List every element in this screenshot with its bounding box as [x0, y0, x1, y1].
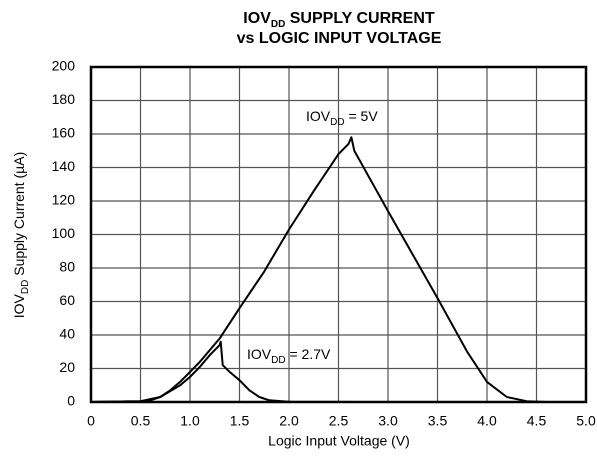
x-axis-label: Logic Input Voltage (V)	[268, 433, 410, 449]
y-tick-label: 180	[52, 91, 76, 107]
y-axis-label-part: IOV	[11, 293, 27, 318]
y-tick-label: 160	[52, 125, 76, 141]
y-tick-label: 80	[59, 259, 75, 275]
annotation-part: IOV	[247, 346, 272, 362]
y-tick-label: 40	[59, 326, 75, 342]
data-line	[90, 340, 359, 403]
x-tick-label: 0.5	[131, 413, 151, 429]
y-axis-label-part: DD	[20, 280, 31, 294]
annotation: IOVDD = 5V	[306, 108, 378, 128]
y-tick-label: 140	[52, 158, 76, 174]
data-line	[90, 136, 586, 403]
x-tick-label: 1.5	[230, 413, 250, 429]
chart-title-part: IOV	[243, 10, 271, 27]
chart-title: IOVDD SUPPLY CURRENT	[243, 10, 435, 30]
chart-title-part: DD	[271, 19, 285, 30]
x-tick-label: 2.0	[279, 413, 299, 429]
x-tick-label: 0	[87, 413, 95, 429]
y-tick-label: 100	[52, 225, 76, 241]
y-tick-label: 0	[67, 393, 75, 409]
x-tick-label: 5.0	[576, 413, 596, 429]
chart-subtitle: vs LOGIC INPUT VOLTAGE	[237, 30, 442, 47]
y-axis-label-part: Supply Current (µA)	[11, 152, 27, 280]
annotation-part: = 5V	[345, 108, 379, 124]
y-axis-label: IOVDD Supply Current (µA)	[11, 152, 31, 318]
y-tick-label: 200	[52, 58, 76, 74]
y-tick-label: 20	[59, 359, 75, 375]
y-tick-label: 60	[59, 292, 75, 308]
annotation: IOVDD = 2.7V	[247, 346, 331, 366]
x-tick-label: 3.0	[378, 413, 398, 429]
x-tick-label: 2.5	[329, 413, 349, 429]
x-tick-label: 4.0	[477, 413, 497, 429]
x-tick-label: 4.5	[527, 413, 547, 429]
x-tick-label: 1.0	[180, 413, 200, 429]
y-tick-label: 120	[52, 192, 76, 208]
x-tick-label: 3.5	[428, 413, 448, 429]
annotation-part: = 2.7V	[286, 346, 331, 362]
annotation-part: IOV	[306, 108, 331, 124]
chart-title-part: SUPPLY CURRENT	[285, 10, 435, 27]
annotation-part: DD	[330, 117, 344, 128]
annotation-part: DD	[271, 355, 285, 366]
